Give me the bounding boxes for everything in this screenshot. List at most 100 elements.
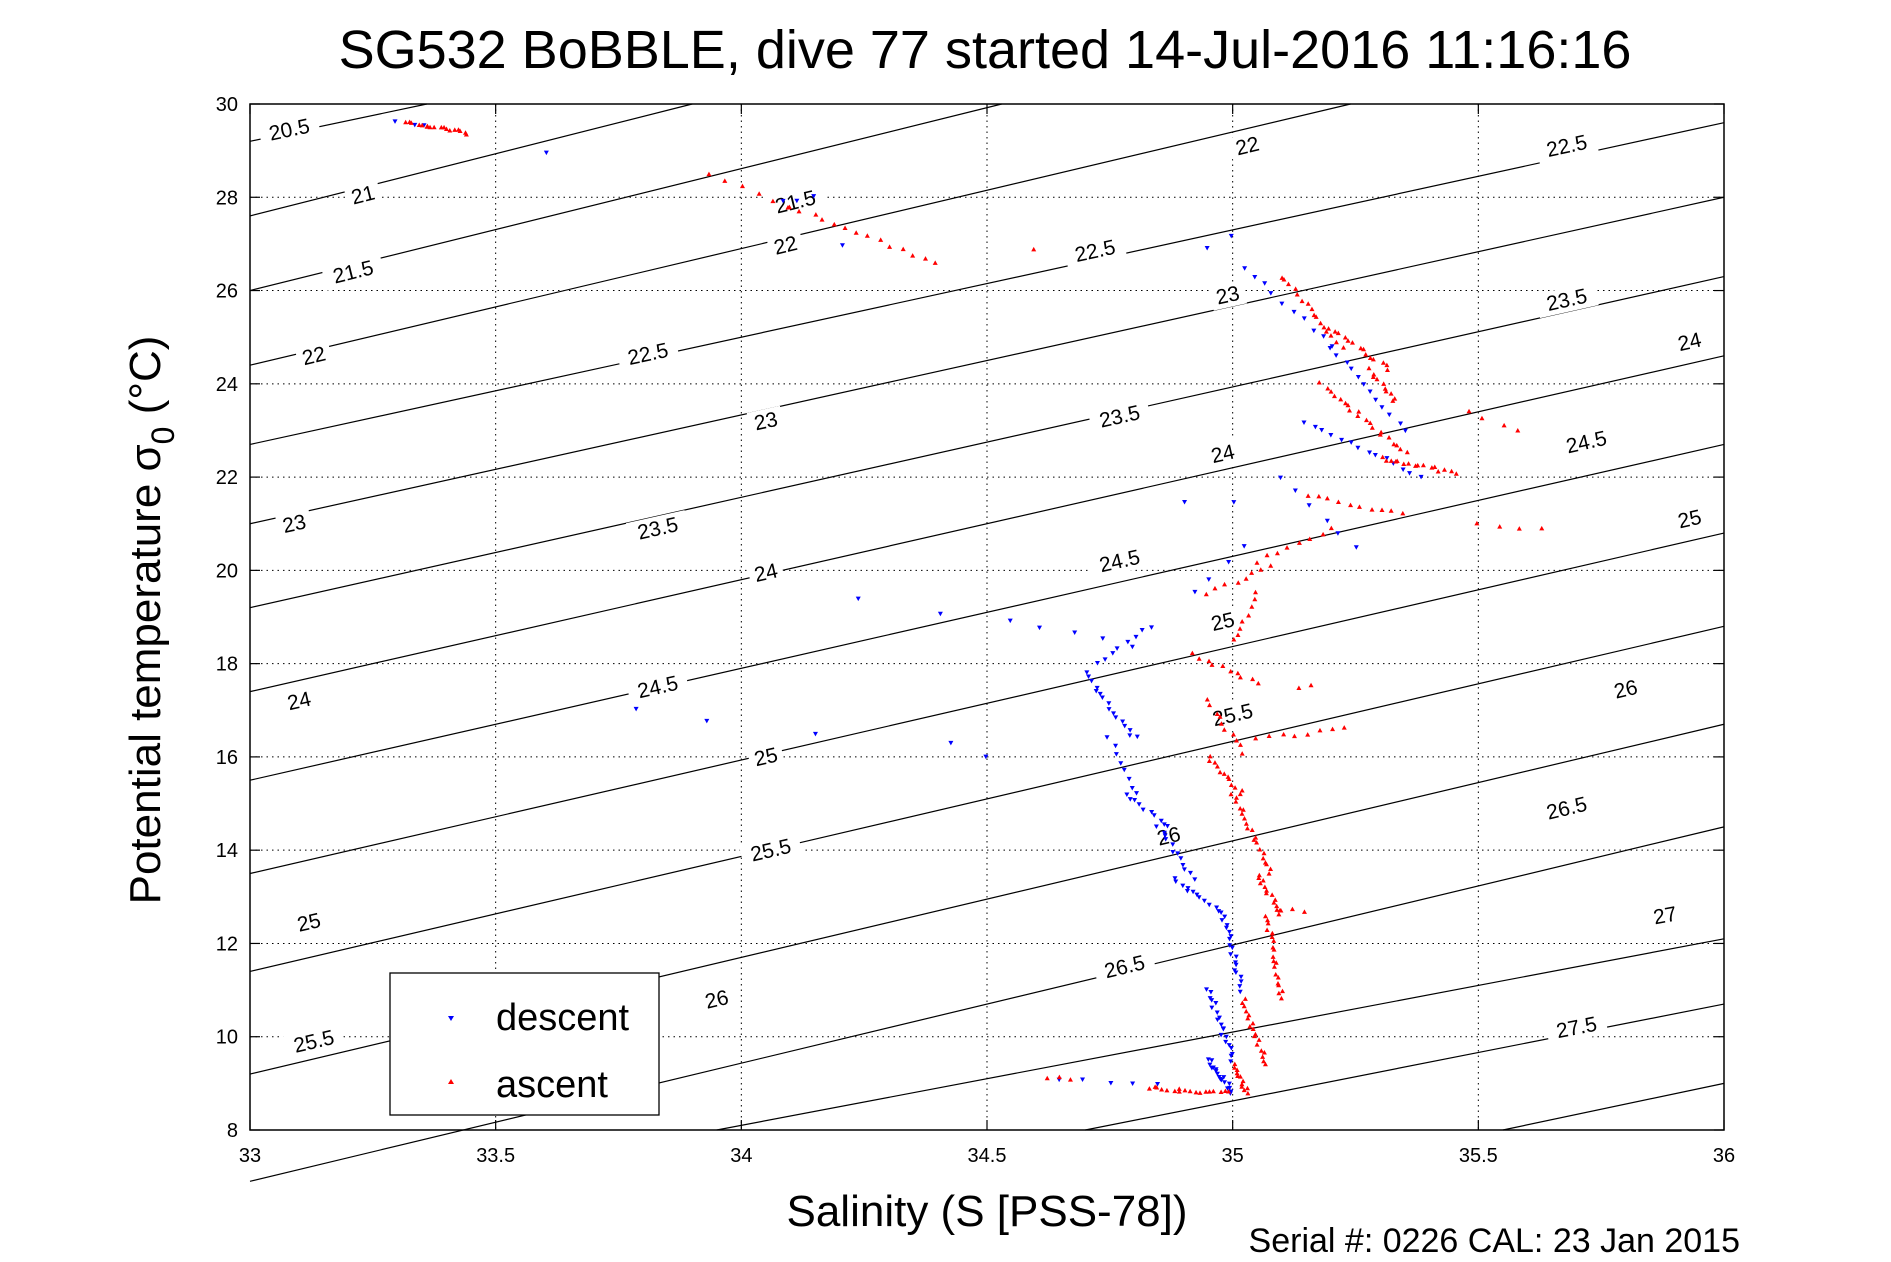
ascent-point bbox=[1404, 449, 1410, 455]
ascent-point bbox=[1233, 799, 1239, 804]
descent-point bbox=[1185, 886, 1191, 891]
descent-point bbox=[1134, 734, 1140, 740]
descent-point bbox=[1292, 488, 1298, 494]
ascent-point bbox=[1243, 576, 1249, 581]
ascent-point bbox=[1305, 732, 1311, 737]
descent-point bbox=[1402, 428, 1408, 434]
y-axis-ticks: 8 10 12 14 16 18 20 22 24 26 28 30 bbox=[216, 94, 1724, 1142]
ascent-point bbox=[1269, 934, 1275, 940]
descent-point bbox=[1094, 685, 1100, 691]
contour-label: 26 bbox=[1612, 676, 1640, 704]
descent-point bbox=[811, 194, 817, 199]
descent-point bbox=[1213, 1000, 1219, 1006]
ascent-point bbox=[1212, 760, 1218, 765]
ascent-point bbox=[1214, 711, 1220, 717]
ascent-point bbox=[1222, 1088, 1228, 1093]
descent-point bbox=[937, 611, 943, 617]
ascent-point bbox=[1364, 417, 1370, 423]
ascent-point bbox=[1235, 632, 1241, 637]
descent-point bbox=[1216, 909, 1222, 914]
descent-point bbox=[1400, 467, 1406, 473]
descent-point bbox=[1225, 1086, 1231, 1091]
descent-point bbox=[1099, 695, 1105, 700]
ascent-point bbox=[1239, 788, 1245, 793]
ascent-point bbox=[1299, 298, 1305, 304]
descent-point bbox=[1219, 918, 1225, 923]
ascent-point bbox=[1264, 861, 1270, 867]
descent-point bbox=[1238, 974, 1244, 980]
ascent-point bbox=[1294, 291, 1300, 297]
ascent-point bbox=[1305, 493, 1311, 498]
ascent-point bbox=[1326, 326, 1332, 331]
ascent-point bbox=[1234, 738, 1240, 743]
descent-point bbox=[1129, 785, 1135, 791]
ascent-point bbox=[1381, 381, 1387, 386]
ascent-point bbox=[1356, 504, 1362, 509]
ascent-point bbox=[1241, 1003, 1247, 1009]
descent-point bbox=[1127, 733, 1133, 738]
descent-point bbox=[1329, 344, 1335, 349]
descent-point bbox=[1106, 701, 1112, 706]
contour-label-background bbox=[625, 668, 690, 706]
contour-label: 25 bbox=[295, 909, 323, 937]
ascent-point bbox=[1253, 589, 1259, 595]
ascent-point bbox=[1254, 839, 1260, 845]
contour-label-background bbox=[1534, 281, 1599, 319]
ascent-point bbox=[1261, 1050, 1267, 1055]
ascent-point bbox=[1243, 821, 1249, 826]
ascent-point bbox=[1316, 379, 1322, 385]
ascent-point bbox=[1261, 850, 1267, 856]
descent-point bbox=[1206, 902, 1212, 908]
y-tick-label: 10 bbox=[216, 1027, 238, 1049]
density-contour-line bbox=[1502, 1082, 1725, 1131]
contour-label-background bbox=[279, 685, 319, 717]
ascent-point bbox=[1206, 658, 1212, 664]
ascent-point bbox=[452, 127, 458, 132]
ascent-point bbox=[463, 132, 469, 137]
ascent-point bbox=[1363, 351, 1369, 357]
ascent-point bbox=[1539, 525, 1545, 531]
ascent-point bbox=[1317, 727, 1323, 733]
y-tick-label: 26 bbox=[216, 281, 238, 303]
descent-point bbox=[1007, 618, 1013, 624]
descent-point bbox=[1149, 625, 1155, 630]
descent-point bbox=[855, 596, 861, 602]
density-contour-line bbox=[249, 122, 1725, 446]
contour-label: 24 bbox=[1676, 328, 1704, 356]
ascent-point bbox=[831, 221, 837, 227]
descent-point bbox=[1348, 366, 1354, 372]
ascent-point bbox=[1270, 954, 1276, 959]
ascent-point bbox=[1254, 1042, 1260, 1047]
descent-point bbox=[1161, 830, 1167, 836]
descent-point bbox=[1233, 954, 1239, 960]
ascent-point bbox=[1293, 286, 1299, 291]
ascent-point bbox=[1325, 385, 1331, 391]
descent-point bbox=[1072, 630, 1078, 635]
ascent-point bbox=[1056, 1074, 1062, 1080]
ascent-point bbox=[1268, 563, 1274, 568]
legend-ascent-marker bbox=[448, 1079, 454, 1084]
ascent-point bbox=[1277, 908, 1283, 913]
descent-point bbox=[1339, 437, 1345, 443]
descent-point bbox=[1129, 644, 1135, 650]
ascent-point bbox=[739, 183, 745, 189]
descent-point bbox=[1121, 767, 1127, 773]
descent-point bbox=[1134, 791, 1140, 796]
descent-point bbox=[1291, 309, 1297, 315]
contour-label: 25 bbox=[752, 744, 780, 772]
ascent-point bbox=[1271, 938, 1277, 943]
ascent-point bbox=[1466, 408, 1472, 414]
ascent-point bbox=[1307, 536, 1313, 541]
ascent-point bbox=[1335, 330, 1341, 336]
descent-point bbox=[1204, 987, 1210, 992]
ascent-point bbox=[1276, 990, 1282, 996]
ascent-point bbox=[1380, 360, 1386, 365]
descent-point bbox=[1328, 433, 1334, 438]
ascent-point bbox=[1239, 1081, 1245, 1087]
contour-label-background bbox=[763, 183, 828, 221]
contour-label-background bbox=[321, 253, 386, 291]
descent-point bbox=[1226, 1081, 1232, 1087]
ascent-point bbox=[1383, 458, 1389, 463]
ascent-point bbox=[1391, 441, 1397, 447]
ascent-point bbox=[424, 123, 430, 129]
